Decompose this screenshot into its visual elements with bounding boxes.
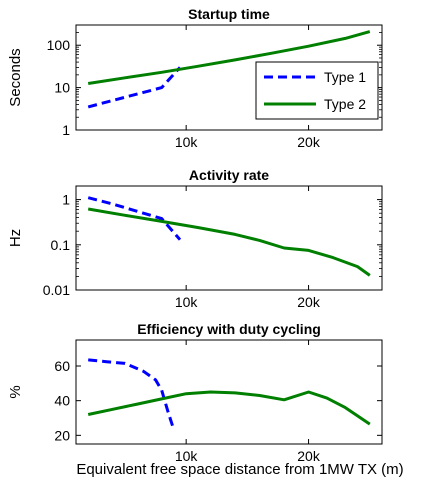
activity-rate-series-type-1 bbox=[87, 196, 182, 241]
efficiency-with-duty-cycling-ylabel: % bbox=[7, 385, 24, 398]
efficiency-with-duty-cycling-title: Efficiency with duty cycling bbox=[137, 321, 321, 337]
startup-time-ylabel: Seconds bbox=[7, 48, 24, 106]
efficiency-with-duty-cycling-panel: Efficiency with duty cycling% 10k 20k 20 40 6… bbox=[7, 321, 383, 464]
efficiency-with-duty-cycling-ytick-label: 40 bbox=[54, 393, 70, 409]
activity-rate-title: Activity rate bbox=[189, 167, 269, 183]
efficiency-with-duty-cycling-ytick-label: 20 bbox=[54, 427, 70, 443]
startup-time-ytick-label: 100 bbox=[47, 37, 71, 53]
efficiency-with-duty-cycling-ytick-label: 60 bbox=[54, 358, 70, 374]
startup-time-xtick-label: 10k bbox=[175, 134, 199, 150]
activity-rate-ylabel: Hz bbox=[7, 229, 24, 247]
startup-time-title: Startup time bbox=[188, 6, 270, 22]
activity-rate-series-type-2 bbox=[87, 207, 371, 277]
activity-rate-panel: Activity rate Hz 10k 20k 0.01 0.1 1 bbox=[7, 167, 383, 310]
startup-time-series-type-2 bbox=[87, 30, 371, 85]
startup-time-ytick-label: 10 bbox=[54, 80, 70, 96]
efficiency-with-duty-cycling-xtick-label: 10k bbox=[175, 448, 199, 464]
activity-rate-ytick-label: 1 bbox=[62, 192, 70, 208]
activity-rate-ytick-label: 0.1 bbox=[51, 237, 71, 253]
activity-rate-ytick-label: 0.01 bbox=[43, 282, 70, 298]
startup-time-ytick-label: 1 bbox=[62, 122, 70, 138]
startup-time-xtick-label: 20k bbox=[297, 134, 321, 150]
legend-label-type-1: Type 1 bbox=[324, 69, 366, 85]
efficiency-with-duty-cycling-series-type-2 bbox=[87, 390, 371, 426]
legend-label-type-2: Type 2 bbox=[324, 96, 366, 112]
efficiency-with-duty-cycling-xtick-label: 20k bbox=[297, 448, 321, 464]
legend-box bbox=[255, 61, 379, 120]
activity-rate-plot-frame bbox=[75, 185, 383, 291]
startup-time-legend: Type 1 Type 2 bbox=[255, 61, 379, 120]
activity-rate-xtick-label: 10k bbox=[175, 294, 199, 310]
efficiency-with-duty-cycling-series-type-1 bbox=[88, 358, 176, 431]
x-axis-label: Equivalent free space distance from 1MW … bbox=[76, 461, 403, 478]
activity-rate-xtick-label: 20k bbox=[297, 294, 321, 310]
